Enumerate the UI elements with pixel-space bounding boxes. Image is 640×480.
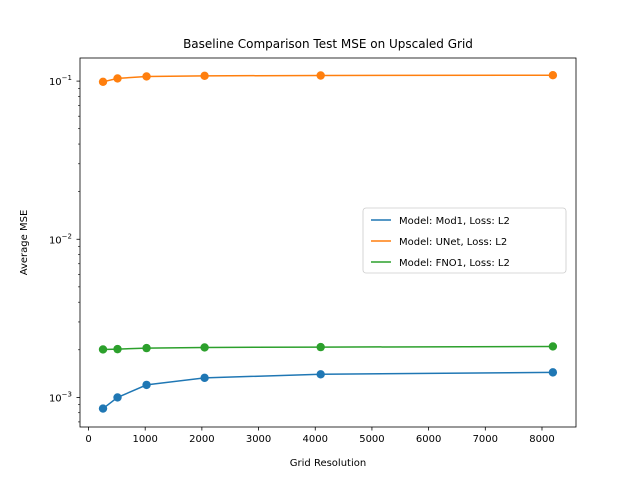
series-line-2 — [102, 345, 553, 351]
legend: Model: Mod1, Loss: L2 Model: UNet, Loss: … — [362, 207, 567, 274]
x-tick-label: 6000 — [416, 434, 441, 445]
x-tick-label: 7000 — [473, 434, 498, 445]
data-point-0-3 — [200, 373, 209, 383]
axes: 0 1000 2000 3000 4000 5000 6000 7000 8000 10−3 10−… — [49, 57, 577, 445]
x-tick-label: 3000 — [246, 434, 271, 445]
data-point-2-1 — [113, 344, 122, 354]
data-point-1-5 — [548, 70, 558, 80]
x-tick-label: 5000 — [359, 434, 384, 445]
chart-title: Baseline Comparison Test MSE on Upscaled… — [183, 37, 473, 51]
x-tick-label: 0 — [85, 434, 91, 445]
data-point-1-3 — [200, 71, 209, 81]
series-line-1 — [102, 74, 553, 83]
legend-label-2: Model: FNO1, Loss: L2 — [399, 258, 510, 269]
y-tick-label: 10−1 — [49, 74, 72, 88]
legend-box — [362, 207, 567, 274]
data-point-0-4 — [316, 370, 325, 379]
x-axis-label: Grid Resolution — [290, 458, 366, 469]
series-line-0 — [102, 371, 553, 410]
data-point-1-1 — [113, 74, 122, 83]
data-point-1-2 — [142, 72, 151, 81]
data-point-0-2 — [142, 380, 151, 390]
legend-label-0: Model: Mod1, Loss: L2 — [399, 216, 510, 227]
x-tick-label: 1000 — [132, 434, 157, 445]
x-tick-label: 4000 — [303, 434, 328, 445]
x-tick-label: 8000 — [529, 434, 554, 445]
legend-label-1: Model: UNet, Loss: L2 — [399, 237, 507, 248]
data-point-0-0 — [98, 404, 108, 413]
axes-frame — [79, 57, 577, 428]
data-point-2-4 — [316, 342, 325, 352]
y-axis-label: Average MSE — [19, 210, 30, 276]
data-point-2-5 — [548, 342, 558, 351]
data-point-2-0 — [98, 345, 108, 354]
data-point-0-1 — [113, 393, 122, 402]
data-point-2-2 — [142, 343, 151, 353]
data-point-2-3 — [200, 343, 209, 352]
data-point-1-0 — [98, 77, 108, 87]
y-tick-label: 10−3 — [49, 390, 72, 404]
data-point-1-4 — [316, 71, 325, 80]
plot-area — [98, 70, 558, 413]
data-point-0-5 — [548, 368, 558, 377]
x-tick-label: 2000 — [189, 434, 214, 445]
y-tick-label: 10−2 — [49, 232, 72, 246]
